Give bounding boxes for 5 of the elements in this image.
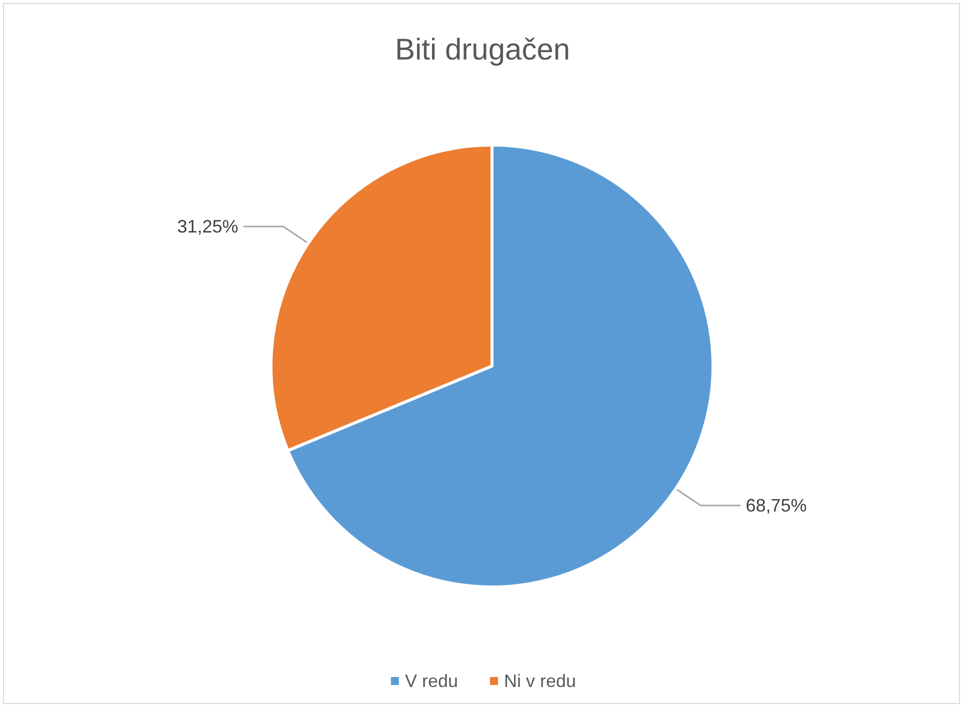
legend-label: Ni v redu: [504, 671, 576, 691]
chart-title: Biti drugačen: [394, 34, 570, 66]
data-label: 31,25%: [177, 216, 238, 237]
legend-label: V redu: [404, 671, 458, 691]
data-label: 68,75%: [746, 495, 807, 516]
